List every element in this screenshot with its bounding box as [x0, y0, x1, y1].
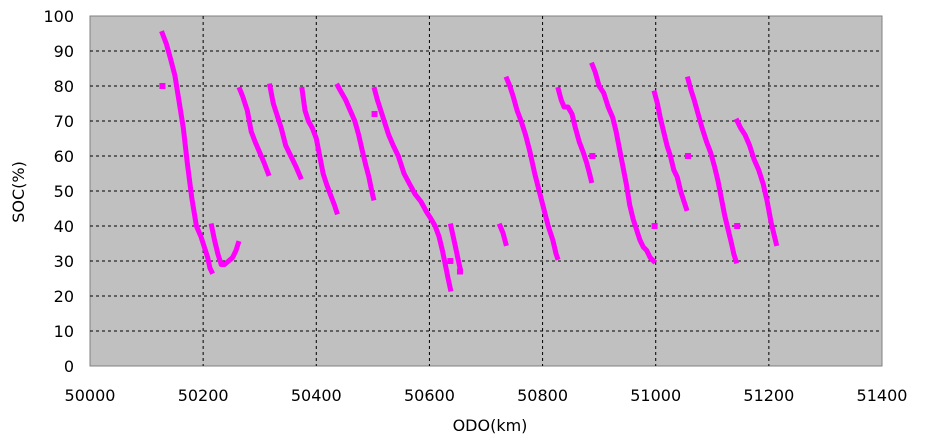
data-point: [447, 258, 454, 264]
series-segment: [334, 82, 377, 202]
y-tick-label: 40: [54, 217, 74, 236]
x-tick-labels: 50000 50200 50400 50600 50800 51000 51200 51400: [65, 386, 908, 405]
y-tick-label: 30: [54, 252, 74, 271]
series-segment: [589, 61, 658, 265]
x-tick-label: 50000: [65, 386, 116, 405]
data-point: [371, 111, 378, 117]
x-tick-label: 51200: [743, 386, 794, 405]
series-segment: [371, 86, 454, 292]
y-tick-label: 70: [54, 112, 74, 131]
x-axis-label: ODO(km): [453, 416, 528, 435]
series-segment: [733, 117, 780, 247]
y-tick-label: 80: [54, 77, 74, 96]
series-segment: [555, 86, 595, 184]
series-segment: [684, 75, 740, 265]
y-tick-label: 60: [54, 147, 74, 166]
data-point: [734, 223, 741, 229]
x-tick-label: 50600: [404, 386, 455, 405]
y-tick-label: 50: [54, 182, 74, 201]
series-segment: [503, 75, 561, 261]
series-segment: [496, 222, 509, 247]
series-segment: [299, 86, 340, 216]
series-segment: [266, 83, 304, 181]
data-point: [651, 223, 658, 229]
series-segment: [159, 30, 215, 275]
grid-lines: [90, 16, 882, 366]
data-point: [456, 268, 463, 275]
data-point: [159, 83, 166, 89]
y-tick-label: 20: [54, 287, 74, 306]
y-tick-labels: 0 10 20 30 40 50 60 70 80 90 100: [43, 7, 74, 376]
series-segment: [236, 86, 272, 177]
data-point: [589, 153, 596, 159]
x-tick-label: 50200: [178, 386, 229, 405]
series-layer: [159, 30, 780, 292]
y-tick-label: 100: [43, 7, 74, 26]
x-tick-label: 51400: [857, 386, 908, 405]
x-tick-label: 50800: [517, 386, 568, 405]
series-segment: [447, 223, 463, 271]
y-tick-label: 90: [54, 42, 74, 61]
x-tick-label: 51000: [630, 386, 681, 405]
y-tick-label: 0: [64, 357, 74, 376]
y-tick-label: 10: [54, 322, 74, 341]
series-segment: [651, 89, 690, 212]
series-segment: [208, 223, 242, 267]
y-axis-label: SOC(%): [9, 161, 28, 223]
x-tick-label: 50400: [291, 386, 342, 405]
data-point: [684, 153, 691, 159]
